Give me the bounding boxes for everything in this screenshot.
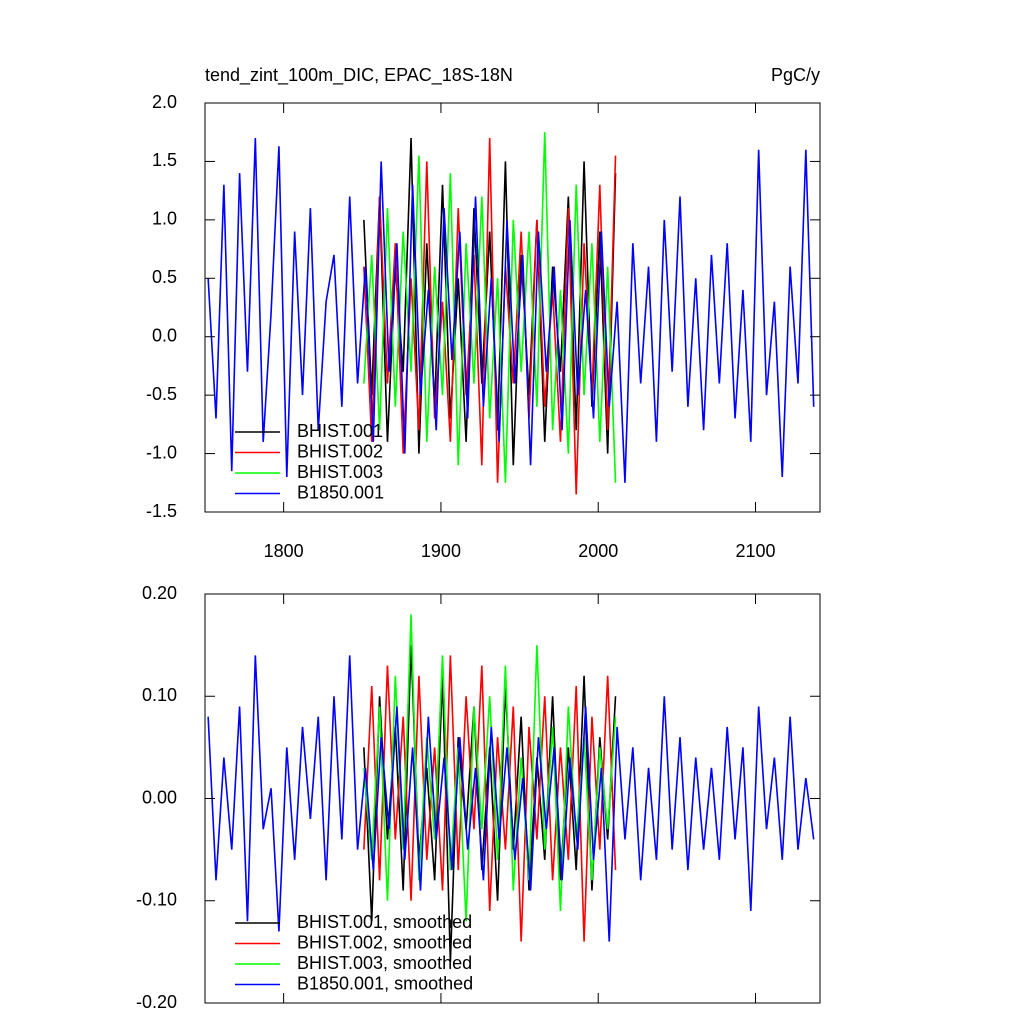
y-tick-label: 1.5 [152, 150, 177, 170]
series-line [207, 655, 815, 942]
lines [207, 132, 815, 495]
x-tick-label: 1800 [264, 541, 304, 561]
legend-label: BHIST.003 [297, 462, 383, 482]
panel: -0.20 -0.10 0.00 0.10 0.20 BHIST.001, smoothe… [136, 583, 821, 1012]
series-line [207, 138, 815, 483]
y-tick-label: 2.0 [152, 92, 177, 112]
y-tick-label: -0.5 [146, 384, 177, 404]
y-tick-label: 0.0 [152, 325, 177, 345]
chart-title: tend_zint_100m_DIC, EPAC_18S-18N [205, 65, 513, 86]
y-tick-label: -1.0 [146, 442, 177, 462]
panel: tend_zint_100m_DIC, EPAC_18S-18N PgC/y -1.… [146, 65, 821, 561]
legend-label: B1850.001, smoothed [297, 973, 473, 993]
y-tick-label: 0.20 [142, 583, 177, 603]
legend-label: BHIST.001 [297, 421, 383, 441]
x-tick-label: 2100 [735, 541, 775, 561]
y-tick-label: 0.00 [142, 787, 177, 807]
y-tick-label: 0.10 [142, 685, 177, 705]
series-line [363, 132, 617, 483]
series-line [363, 138, 617, 466]
y-tick-label: -1.5 [146, 501, 177, 521]
legend-label: B1850.001 [297, 482, 384, 502]
units-label: PgC/y [771, 65, 820, 85]
y-tick-label: -0.20 [136, 992, 177, 1012]
y-tick-label: -0.10 [136, 890, 177, 910]
y-tick-label: 0.5 [152, 267, 177, 287]
legend-label: BHIST.002 [297, 441, 383, 461]
lines [207, 614, 815, 963]
plot-frame [204, 102, 821, 513]
x-tick-label: 1900 [421, 541, 461, 561]
legend-label: BHIST.001, smoothed [297, 912, 472, 932]
legend-label: BHIST.003, smoothed [297, 953, 472, 973]
x-tick-label: 2000 [578, 541, 618, 561]
y-tick-label: 1.0 [152, 209, 177, 229]
legend-label: BHIST.002, smoothed [297, 932, 472, 952]
